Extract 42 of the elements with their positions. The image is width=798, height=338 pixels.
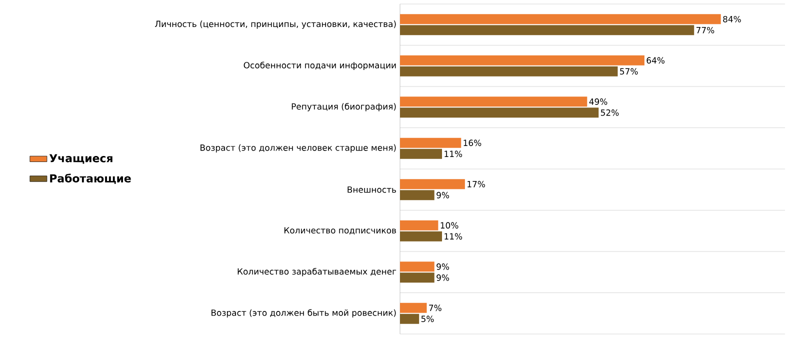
- bar: [400, 66, 618, 76]
- data-label: 16%: [464, 140, 482, 146]
- bar: [400, 138, 462, 148]
- data-label: 11%: [444, 233, 462, 240]
- bar: [400, 302, 427, 313]
- bar: [400, 314, 420, 324]
- bar: [400, 55, 644, 66]
- y-tick-label: Особенности подачи информации: [244, 62, 396, 70]
- bar: [400, 179, 465, 190]
- y-tick-label: Внешность: [348, 186, 396, 193]
- legend-label: Учащиеся: [49, 154, 112, 164]
- y-tick-label: Личность (ценности, принципы, установки, качества): [155, 20, 396, 29]
- data-label: 17%: [468, 180, 485, 188]
- y-tick-label: Количество зарабатываемых денег: [238, 268, 396, 276]
- data-label: 5%: [421, 316, 434, 322]
- bar: [400, 190, 434, 200]
- y-tick-label: Количество подписчиков: [284, 227, 396, 235]
- bar: [400, 231, 442, 242]
- bar: [400, 25, 694, 36]
- bar: [400, 220, 438, 230]
- data-label: 9%: [436, 192, 450, 198]
- data-label: 49%: [589, 98, 608, 105]
- data-label: 52%: [600, 109, 619, 116]
- legend-label: Работающие: [50, 174, 131, 184]
- data-label: 84%: [723, 16, 741, 22]
- y-tick-label: Репутация (биография): [292, 102, 396, 112]
- data-label: 9%: [436, 274, 450, 281]
- y-tick-label: Возраст (это должен человек старше меня): [200, 144, 396, 152]
- data-label: 10%: [440, 222, 458, 229]
- data-label: 57%: [620, 68, 638, 75]
- data-label: 7%: [429, 304, 442, 312]
- data-label: 11%: [444, 150, 462, 158]
- bar: [400, 272, 434, 283]
- data-label: 9%: [436, 263, 450, 270]
- bar: [400, 262, 434, 272]
- y-tick-label: Возраст (это должен быть мой ровесник): [212, 309, 396, 318]
- bar: [400, 108, 599, 118]
- data-label: 77%: [696, 26, 714, 34]
- bar: [400, 96, 588, 107]
- data-label: 64%: [646, 57, 664, 64]
- bar: [400, 148, 442, 159]
- bar: [400, 14, 721, 24]
